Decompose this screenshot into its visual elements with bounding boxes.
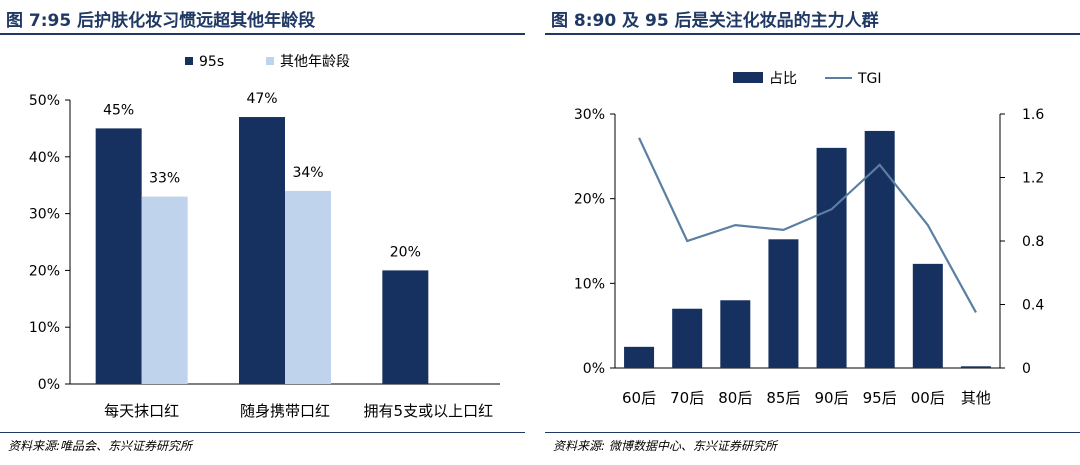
left-chart: 0% 10% 20% 30% 40% 50% 45% 33% 每天抹口红 47% 34% 随身携带口红… bbox=[29, 54, 500, 420]
left-y-tick-label: 50% bbox=[29, 93, 60, 109]
left-bar-other bbox=[141, 196, 188, 384]
right-y-tick-label: 30% bbox=[574, 107, 605, 123]
left-y-tick-label: 0% bbox=[38, 377, 60, 393]
right-bar bbox=[912, 263, 943, 368]
left-chart-title: 图 7:95 后护肤化妆习惯远超其他年龄段 bbox=[6, 11, 316, 31]
left-x-tick-label: 随身携带口红 bbox=[240, 402, 330, 420]
right-x-tick-label: 60后 bbox=[622, 389, 656, 407]
left-y-tick-label: 40% bbox=[29, 150, 60, 166]
right-source-note: 资料来源: 微博数据中心、东兴证券研究所 bbox=[553, 439, 777, 453]
legend-label-95s: 95s bbox=[199, 54, 224, 70]
left-x-tick-label: 每天抹口红 bbox=[104, 402, 179, 420]
right-x-tick-label: 85后 bbox=[766, 389, 800, 407]
legend-label-share: 占比 bbox=[769, 71, 797, 87]
right-y-tick-label: 20% bbox=[574, 192, 605, 208]
left-x-tick-label: 拥有5支或以上口红 bbox=[364, 402, 494, 420]
right-x-tick-label: 80后 bbox=[718, 389, 752, 407]
left-y-tick-label: 20% bbox=[29, 263, 60, 279]
right-y2-tick-label: 0.4 bbox=[1022, 298, 1044, 314]
right-bar bbox=[816, 147, 847, 368]
right-source-rule bbox=[545, 432, 1080, 433]
right-x-tick-label: 90后 bbox=[815, 389, 849, 407]
left-bar-95s bbox=[382, 270, 429, 384]
right-y2-tick-label: 1.2 bbox=[1022, 171, 1044, 187]
legend-label-other: 其他年龄段 bbox=[280, 54, 350, 70]
left-panel: 图 7:95 后护肤化妆习惯远超其他年龄段 0% 10% 20% 30% 40% 50% 4… bbox=[0, 0, 525, 465]
legend-swatch-other bbox=[266, 57, 274, 65]
left-bar-95s bbox=[239, 117, 285, 384]
left-bar-95s bbox=[95, 128, 142, 384]
left-bar-other bbox=[285, 190, 331, 384]
right-chart: 0% 10% 20% 30% 0 0.4 0.8 1.2 1.6 60后 70后 80后 85后 90后 9… bbox=[574, 71, 1044, 407]
right-chart-title: 图 8:90 及 95 后是关注化妆品的主力人群 bbox=[551, 11, 879, 31]
left-data-label: 33% bbox=[149, 171, 180, 187]
left-y-tick-label: 10% bbox=[29, 320, 60, 336]
legend-swatch-95s bbox=[185, 57, 193, 65]
right-y-tick-label: 0% bbox=[583, 361, 605, 377]
right-x-tick-label: 其他 bbox=[961, 389, 991, 407]
left-y-tick-label: 30% bbox=[29, 207, 60, 223]
legend-label-tgi: TGI bbox=[857, 71, 882, 87]
right-bar bbox=[864, 130, 895, 368]
right-x-tick-label: 95后 bbox=[863, 389, 897, 407]
right-y2-tick-label: 0 bbox=[1022, 361, 1031, 377]
right-bar bbox=[720, 300, 751, 368]
right-x-tick-label: 70后 bbox=[670, 389, 704, 407]
right-bar bbox=[672, 308, 703, 368]
left-data-label: 34% bbox=[292, 165, 323, 181]
right-y2-tick-label: 0.8 bbox=[1022, 234, 1044, 250]
left-data-label: 45% bbox=[103, 102, 134, 118]
left-title-rule bbox=[0, 33, 525, 35]
legend-swatch-share bbox=[733, 72, 763, 83]
right-bar bbox=[960, 366, 991, 368]
left-data-label: 20% bbox=[390, 244, 421, 260]
left-source-rule bbox=[0, 432, 525, 433]
left-source-note: 资料来源:唯品会、东兴证券研究所 bbox=[8, 439, 193, 453]
tgi-line bbox=[638, 137, 977, 313]
right-y-tick-label: 10% bbox=[574, 276, 605, 292]
right-bar bbox=[768, 239, 799, 368]
right-panel: 图 8:90 及 95 后是关注化妆品的主力人群 0% 10% 20% 30% 0 0.4… bbox=[545, 0, 1080, 465]
left-data-label: 47% bbox=[246, 91, 277, 107]
right-bar bbox=[624, 346, 655, 368]
right-y2-tick-label: 1.6 bbox=[1022, 107, 1044, 123]
right-x-tick-label: 00后 bbox=[911, 389, 945, 407]
right-title-rule bbox=[545, 33, 1080, 35]
